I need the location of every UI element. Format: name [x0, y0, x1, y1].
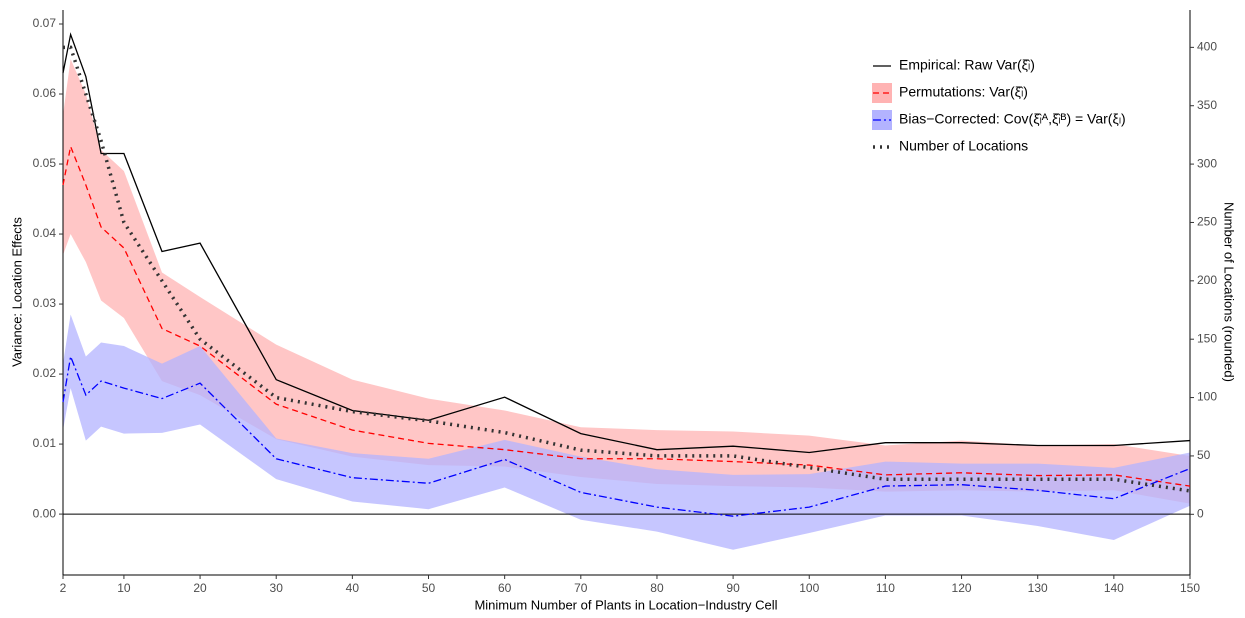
y-tick-label: 0.05: [33, 156, 57, 170]
y2-tick-label: 400: [1197, 40, 1217, 54]
y2-tick-label: 0: [1197, 506, 1204, 520]
series-line: [62, 354, 1191, 517]
y2-tick-label: 350: [1197, 98, 1217, 112]
x-tick-label: 130: [1028, 581, 1048, 595]
x-tick-label: 20: [193, 581, 207, 595]
x-tick-label: 90: [726, 581, 740, 595]
y2-tick-label: 100: [1197, 390, 1217, 404]
y-tick-label: 0.01: [33, 436, 57, 450]
y2-tick-label: 200: [1197, 273, 1217, 287]
y-tick-label: 0.06: [33, 86, 57, 100]
x-tick-label: 30: [270, 581, 284, 595]
y2-tick-label: 150: [1197, 331, 1217, 345]
y2-tick-label: 300: [1197, 156, 1217, 170]
series-line: [63, 45, 1191, 493]
x-tick-label: 10: [117, 581, 131, 595]
y2-tick-label: 50: [1197, 448, 1211, 462]
series-line: [62, 144, 1191, 487]
y2-tick-label: 250: [1197, 215, 1217, 229]
x-tick-label: 110: [876, 581, 895, 595]
legend-swatch: [872, 110, 892, 130]
y-tick-label: 0.07: [33, 16, 57, 30]
y-tick-label: 0.04: [33, 226, 57, 240]
y-tick-label: 0.03: [33, 296, 57, 310]
x-axis-title: Minimum Number of Plants in Location−Ind…: [474, 597, 777, 612]
x-tick-label: 100: [799, 581, 819, 595]
x-tick-label: 80: [650, 581, 664, 595]
x-tick-label: 150: [1180, 581, 1200, 595]
legend-label: Number of Locations: [899, 138, 1028, 154]
confidence-band: [63, 59, 1190, 504]
x-tick-label: 50: [422, 581, 436, 595]
x-tick-label: 40: [346, 581, 360, 595]
y-tick-label: 0.00: [33, 506, 57, 520]
legend-label: Bias−Corrected: Cov(ξ̂ₗᴬ,ξ̂ₗᴮ) = Var(ξₗ): [899, 111, 1126, 127]
y-axis-title: Variance: Location Effects: [9, 217, 24, 367]
y2-axis-title: Number of Locations (rounded): [1222, 202, 1237, 382]
confidence-band: [63, 314, 1190, 550]
y-tick-label: 0.02: [33, 366, 57, 380]
legend-label: Permutations: Var(ξ̂ₗ): [899, 84, 1028, 100]
x-tick-label: 60: [498, 581, 512, 595]
x-tick-label: 2: [60, 581, 67, 595]
x-tick-label: 70: [574, 581, 588, 595]
legend-swatch: [872, 83, 892, 103]
legend-label: Empirical: Raw Var(ξ̂ₗ): [899, 57, 1035, 73]
x-tick-label: 120: [952, 581, 972, 595]
x-tick-label: 140: [1104, 581, 1124, 595]
